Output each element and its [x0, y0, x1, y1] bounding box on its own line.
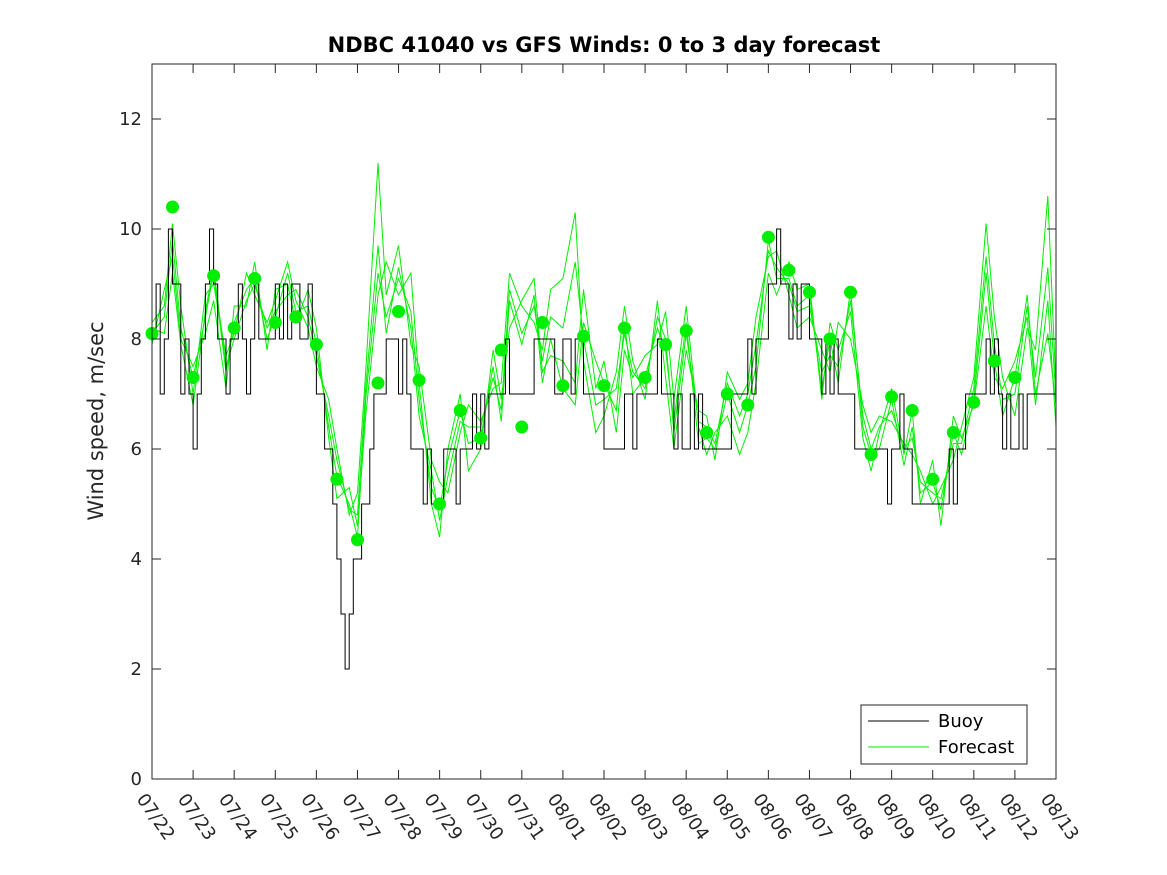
forecast-marker	[946, 426, 960, 439]
forecast-marker	[309, 338, 323, 351]
y-tick-label: 8	[131, 329, 142, 350]
forecast-marker	[844, 285, 857, 299]
forecast-marker	[803, 285, 816, 299]
forecast-marker	[926, 472, 940, 486]
forecast-marker	[351, 533, 364, 547]
forecast-line	[152, 256, 1056, 538]
forecast-marker	[494, 343, 508, 357]
forecast-marker	[987, 354, 1001, 368]
buoy-layer	[152, 228, 1056, 670]
forecast-marker	[885, 390, 899, 404]
forecast-marker	[412, 373, 426, 387]
forecast-marker	[700, 426, 714, 439]
forecast-marker	[741, 398, 755, 412]
forecast-marker	[864, 448, 878, 461]
forecast-marker	[289, 310, 303, 324]
forecast-marker	[166, 200, 179, 214]
forecast-marker	[1008, 371, 1022, 384]
forecast-marker	[782, 263, 796, 277]
forecast-marker	[474, 431, 488, 445]
y-tick-label: 4	[131, 549, 142, 570]
forecast-marker	[227, 321, 241, 335]
y-tick-label: 2	[131, 659, 142, 680]
forecast-marker	[638, 371, 652, 384]
y-tick-label: 10	[119, 219, 142, 240]
forecast-marker	[659, 338, 673, 351]
forecast-marker	[679, 324, 693, 338]
forecast-marker	[453, 404, 467, 417]
forecast-marker	[433, 497, 447, 511]
forecast-marker	[330, 472, 344, 486]
forecast-marker	[720, 387, 734, 401]
forecast-marker	[905, 404, 919, 417]
forecast-marker	[392, 305, 405, 318]
plot-area	[145, 63, 1057, 780]
forecast-marker	[823, 332, 837, 346]
buoy-line	[152, 228, 1056, 670]
forecast-marker	[761, 230, 775, 244]
y-tick-label: 0	[131, 769, 142, 790]
chart-title: NDBC 41040 vs GFS Winds: 0 to 3 day fore…	[328, 33, 881, 57]
forecast-marker	[207, 269, 221, 283]
y-tick-label: 6	[131, 439, 142, 460]
forecast-marker	[515, 420, 529, 434]
y-axis-label: Wind speed, m/sec	[84, 321, 108, 520]
legend-forecast-label: Forecast	[938, 737, 1014, 758]
forecast-marker	[577, 329, 590, 343]
y-tick-label: 12	[119, 109, 142, 130]
y-axis-ticks: 0 2 4 6 8 10 12	[119, 109, 1056, 790]
legend-buoy-label: Buoy	[938, 711, 984, 732]
legend: Buoy Forecast	[860, 704, 1028, 765]
forecast-marker	[268, 316, 282, 329]
forecast-marker	[371, 376, 385, 390]
forecast-marker	[186, 371, 200, 384]
forecast-marker	[618, 321, 631, 335]
legend-box	[860, 704, 1028, 765]
forecast-marker	[248, 272, 262, 285]
forecast-marker	[535, 316, 549, 329]
forecast-marker	[967, 395, 981, 409]
forecast-marker	[597, 379, 611, 393]
forecast-marker	[556, 379, 570, 393]
